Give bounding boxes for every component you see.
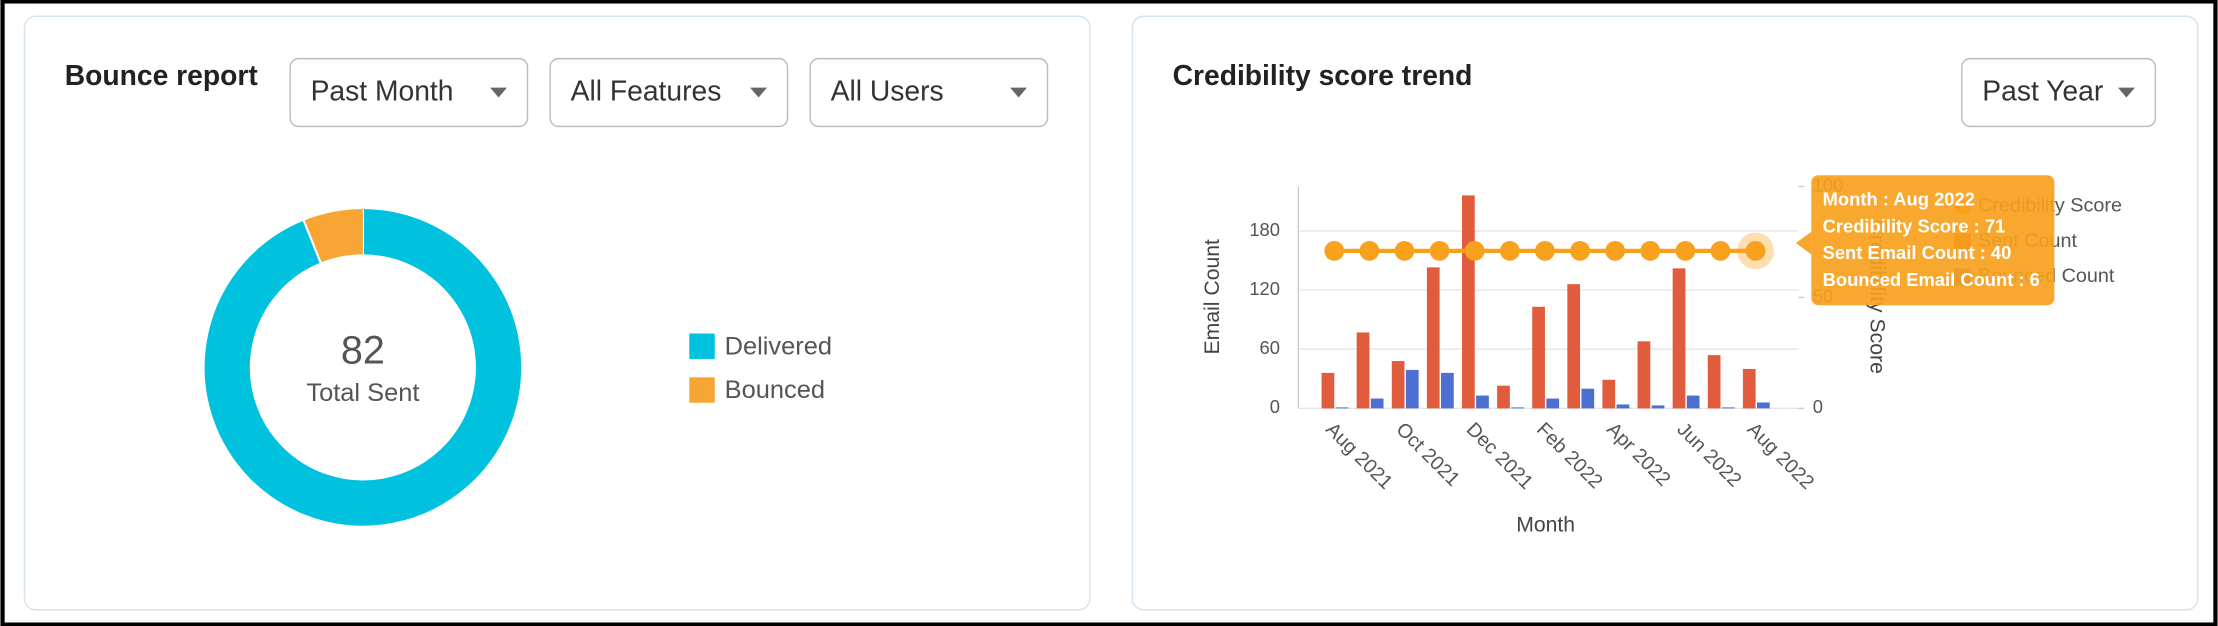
tooltip-line: Bounced Email Count : 6: [1823, 269, 2040, 290]
point: [1359, 240, 1380, 261]
tooltip: [1811, 175, 2055, 306]
tooltip-line: Sent Email Count : 40: [1823, 242, 2012, 263]
bar: [1476, 395, 1489, 409]
bar: [1335, 407, 1349, 409]
point: [1535, 240, 1555, 261]
point: [1605, 240, 1626, 261]
bar: [1426, 267, 1440, 409]
point: [1745, 240, 1766, 261]
point: [1324, 240, 1345, 261]
dropdown[interactable]: [289, 57, 529, 128]
point: [1640, 240, 1661, 261]
y-tick-label: 60: [1260, 337, 1280, 358]
y-tick-label: 120: [1249, 278, 1280, 299]
dropdown-caret: [490, 87, 508, 98]
bar: [1686, 395, 1700, 409]
legend-swatch: [689, 377, 715, 403]
donut-segment: [204, 209, 522, 526]
bar: [1532, 306, 1545, 409]
x-axis-title: Month: [1516, 513, 1575, 536]
panel-title: Bounce report: [65, 59, 259, 91]
bar: [1405, 369, 1419, 409]
bar: [1321, 372, 1335, 409]
tooltip-pointer: [1795, 231, 1812, 255]
dropdown-caret: [2117, 87, 2135, 98]
y-axis-title: Email Count: [1201, 239, 1224, 355]
y2-tick-label: 0: [1813, 396, 1823, 417]
bar: [1441, 372, 1454, 409]
dropdown[interactable]: [1961, 57, 2157, 128]
panel-title: Credibility score trend: [1173, 59, 1473, 91]
bar: [1707, 355, 1721, 409]
legend-swatch: [689, 333, 715, 359]
tooltip-line: Month : Aug 2022: [1823, 189, 1975, 210]
bar: [1581, 388, 1595, 409]
dropdown[interactable]: [809, 57, 1049, 128]
dropdown-label: Past Month: [311, 75, 454, 107]
dropdown-label: Past Year: [1982, 75, 2103, 107]
bar: [1567, 284, 1581, 409]
bar: [1602, 379, 1616, 409]
bar: [1370, 398, 1384, 409]
dropdown-caret: [750, 87, 768, 98]
point: [1394, 240, 1415, 261]
bar: [1757, 402, 1770, 409]
bar: [1511, 407, 1524, 409]
center-label: Total Sent: [306, 379, 419, 407]
legend-label: Delivered: [725, 332, 832, 360]
trend-panel: [1131, 15, 2199, 611]
legend-label: Bounced: [725, 376, 825, 404]
y-tick-label: 180: [1249, 219, 1280, 240]
bar: [1651, 405, 1665, 409]
bar: [1462, 195, 1475, 409]
point: [1429, 240, 1450, 261]
bar: [1616, 404, 1630, 409]
donut-segment: [303, 209, 364, 263]
point: [1710, 240, 1731, 261]
point: [1464, 240, 1485, 261]
point: [1570, 240, 1590, 261]
donut-separator: [302, 220, 322, 263]
dropdown-label: All Users: [831, 75, 944, 107]
bar: [1721, 407, 1735, 409]
bar: [1391, 361, 1405, 409]
bar: [1497, 385, 1510, 409]
center-value: 82: [341, 329, 385, 373]
bar: [1356, 332, 1370, 409]
y-tick-label: 0: [1270, 396, 1280, 417]
tooltip-line: Credibility Score : 71: [1823, 215, 2006, 236]
bar: [1637, 341, 1651, 409]
bar: [1742, 368, 1756, 409]
dropdown[interactable]: [549, 57, 789, 128]
point: [1499, 240, 1520, 261]
dropdown-caret: [1010, 87, 1028, 98]
point: [1675, 240, 1696, 261]
dropdown-label: All Features: [571, 75, 722, 107]
bar: [1546, 398, 1560, 409]
bar: [1672, 268, 1686, 409]
